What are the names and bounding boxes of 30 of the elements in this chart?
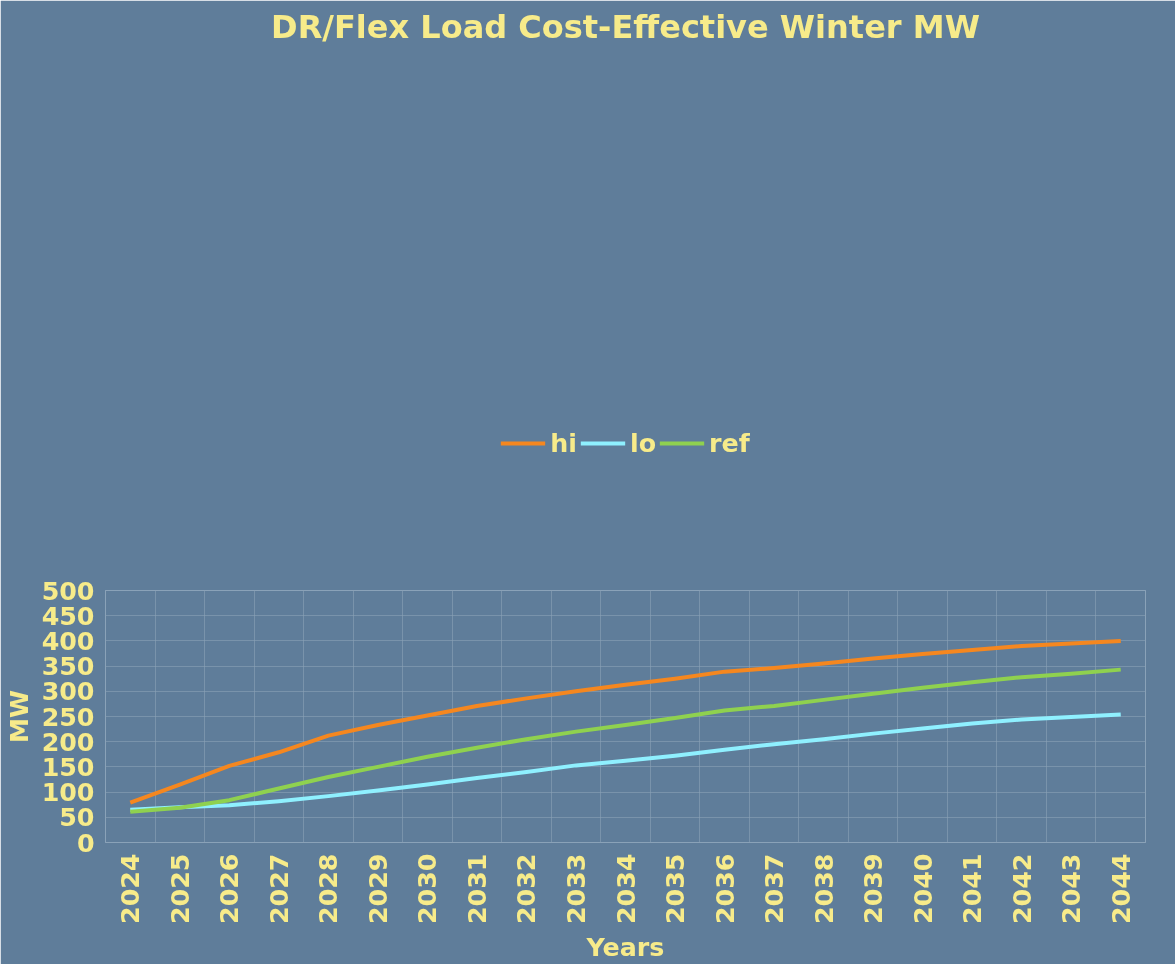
x-tick-label: 2034 — [610, 853, 641, 924]
x-tick-label: 2040 — [907, 853, 938, 924]
legend-label: lo — [629, 427, 657, 458]
line-series — [128, 712, 1123, 812]
x-tick-label: 2031 — [461, 853, 492, 924]
x-tick-label: 2029 — [362, 853, 393, 924]
x-tick-label: 2036 — [709, 853, 740, 924]
x-tick-label: 2033 — [560, 853, 591, 924]
chart-title: DR/Flex Load Cost-Effective Winter MW — [271, 7, 980, 46]
x-tick-label: 2032 — [511, 853, 542, 924]
x-tick-label: 2026 — [214, 853, 245, 924]
x-tick-label: 2041 — [957, 853, 988, 924]
legend-label: hi — [550, 427, 577, 458]
line-series — [128, 638, 1123, 805]
line-series — [128, 667, 1123, 814]
x-tick-label: 2042 — [1006, 853, 1037, 924]
x-tick-label: 2025 — [164, 853, 195, 924]
x-tick-label: 2027 — [263, 853, 294, 924]
x-tick-label: 2038 — [808, 853, 839, 924]
x-tick-label: 2030 — [412, 853, 443, 924]
y-axis-title: MW — [3, 689, 34, 744]
x-tick-label: 2028 — [313, 853, 344, 924]
x-tick-label: 2043 — [1056, 853, 1087, 924]
x-tick-label: 2035 — [660, 853, 691, 924]
x-tick-label: 2039 — [858, 853, 889, 924]
legend-label: ref — [709, 427, 750, 458]
x-tick-label: 2037 — [759, 853, 790, 924]
x-axis-title: Years — [585, 931, 665, 962]
x-tick-label: 2024 — [115, 853, 146, 924]
x-tick-label: 2044 — [1105, 853, 1136, 924]
